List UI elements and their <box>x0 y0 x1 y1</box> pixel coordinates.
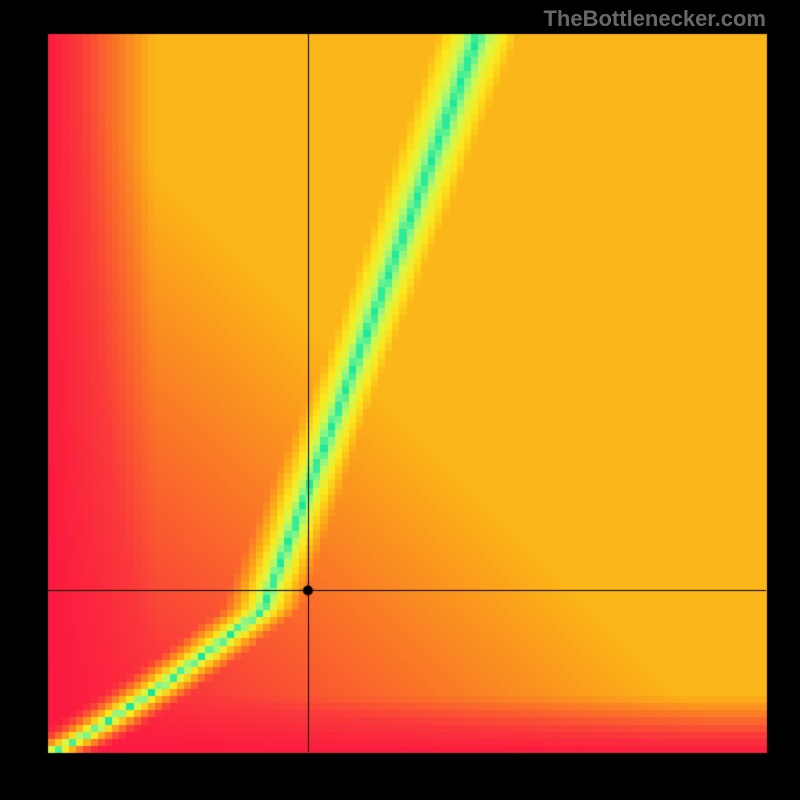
watermark-text: TheBottlenecker.com <box>543 6 766 32</box>
chart-container: TheBottlenecker.com <box>0 0 800 800</box>
heatmap-canvas <box>0 0 800 800</box>
